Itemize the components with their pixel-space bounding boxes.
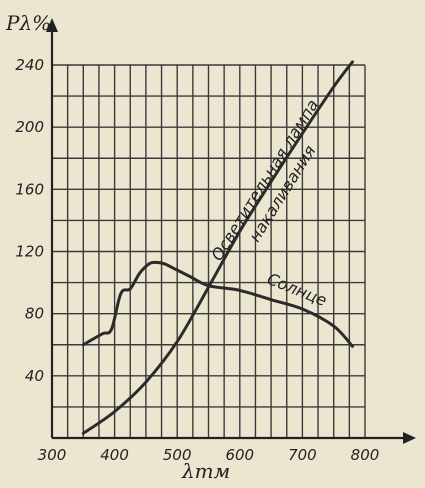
x-axis-label: λтм xyxy=(181,459,230,483)
y-axis-label: Pλ% xyxy=(5,11,51,35)
x-tick-label: 500 xyxy=(163,446,192,464)
x-tick-label: 600 xyxy=(225,446,254,464)
series xyxy=(81,60,354,435)
x-tick-label: 400 xyxy=(100,446,129,464)
y-tick-label: 200 xyxy=(15,118,44,136)
sun-annotation: Солнце xyxy=(265,269,330,310)
lamp-curve xyxy=(81,60,354,435)
y-tick-label: 120 xyxy=(15,243,44,261)
y-axis-arrow-icon xyxy=(46,18,58,32)
sun-curve xyxy=(81,260,354,348)
axes xyxy=(46,18,416,444)
grid xyxy=(52,64,366,438)
y-tick-label: 240 xyxy=(15,56,44,74)
y-tick-label: 160 xyxy=(15,180,44,198)
x-tick-label: 300 xyxy=(38,446,67,464)
tick-labels: 300 400 500 600 700 800 40 80 120 160 200 240 xyxy=(15,56,379,464)
lamp-annotation: Осветительная лампа накаливания xyxy=(207,96,322,264)
y-tick-label: 40 xyxy=(25,367,44,385)
x-axis-arrow-icon xyxy=(403,432,416,444)
y-tick-label: 80 xyxy=(25,305,44,323)
sun-annotation-text: Солнце xyxy=(265,269,330,310)
x-tick-label: 700 xyxy=(288,446,317,464)
x-tick-label: 800 xyxy=(351,446,380,464)
